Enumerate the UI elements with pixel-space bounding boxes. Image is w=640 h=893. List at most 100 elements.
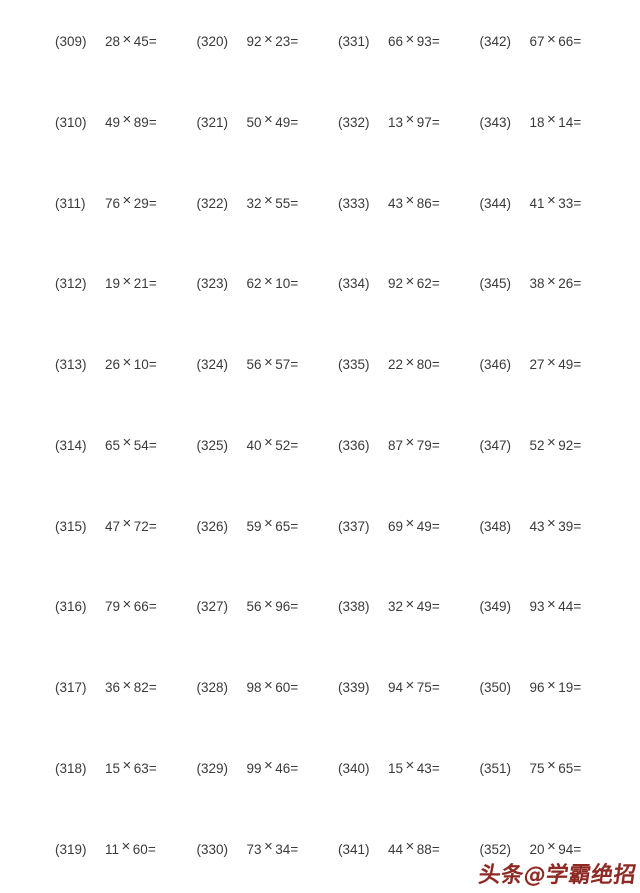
operand-b: 80 bbox=[416, 357, 432, 372]
operand-b: 66 bbox=[133, 599, 149, 615]
operand-b: 75 bbox=[416, 680, 432, 695]
problem-number: (333) bbox=[338, 195, 370, 211]
problem-expression: 87 × 79= bbox=[388, 434, 440, 454]
problem-cell: (340) 15 × 43= bbox=[338, 757, 480, 841]
operand-a: 67 bbox=[529, 34, 545, 49]
multiply-sign: × bbox=[122, 434, 132, 452]
operand-b: 34 bbox=[275, 841, 291, 857]
problem-cell: (325) 40 × 52= bbox=[196, 434, 339, 518]
problem-number: (311) bbox=[55, 195, 86, 211]
problem-number: (341) bbox=[338, 841, 370, 857]
problem-expression: 76 × 29= bbox=[105, 192, 157, 212]
operand-a: 22 bbox=[388, 357, 404, 372]
operand-a: 99 bbox=[246, 760, 262, 776]
operand-a: 62 bbox=[246, 276, 262, 292]
problem-number: (325) bbox=[196, 437, 229, 453]
operand-b: 43 bbox=[416, 760, 432, 776]
problem-expression: 93 × 44= bbox=[530, 596, 582, 615]
problem-number: (343) bbox=[479, 114, 512, 130]
multiply-sign: × bbox=[547, 434, 556, 452]
problem-cell: (352) 20 × 94= bbox=[480, 838, 622, 893]
problem-number: (326) bbox=[196, 518, 229, 534]
problem-number: (322) bbox=[196, 195, 229, 211]
multiply-sign: × bbox=[122, 111, 132, 129]
problem-number: (334) bbox=[338, 276, 370, 292]
operand-a: 27 bbox=[529, 357, 545, 372]
operand-a: 38 bbox=[529, 276, 545, 292]
operand-a: 19 bbox=[105, 276, 121, 292]
problem-expression: 52 × 92= bbox=[530, 434, 582, 454]
equals-sign: = bbox=[290, 599, 299, 615]
problem-number: (345) bbox=[479, 276, 512, 292]
problem-cell: (330) 73 × 34= bbox=[197, 838, 339, 893]
operand-b: 96 bbox=[275, 599, 291, 615]
equals-sign: = bbox=[431, 437, 440, 453]
multiply-sign: × bbox=[122, 192, 132, 209]
equals-sign: = bbox=[147, 841, 156, 857]
operand-b: 89 bbox=[133, 114, 149, 130]
problems-grid: (309) 28 × 45= (310) 49 × 89= (311) 76 × 29= (312) 19… bbox=[55, 30, 622, 893]
operand-b: 52 bbox=[275, 437, 291, 453]
problem-cell: (343) 18 × 14= bbox=[479, 111, 622, 195]
problem-cell: (311) 76 × 29= bbox=[55, 192, 197, 276]
equals-sign: = bbox=[290, 34, 299, 49]
operand-b: 57 bbox=[275, 357, 291, 372]
operand-a: 32 bbox=[246, 195, 262, 211]
problem-expression: 47 × 72= bbox=[105, 515, 157, 535]
operand-b: 88 bbox=[416, 841, 432, 857]
equals-sign: = bbox=[290, 437, 299, 453]
problem-cell: (337) 69 × 49= bbox=[338, 515, 480, 599]
problem-number: (339) bbox=[338, 680, 370, 695]
problem-number: (321) bbox=[196, 114, 229, 130]
equals-sign: = bbox=[431, 357, 440, 372]
problem-cell: (312) 19 × 21= bbox=[55, 273, 197, 356]
operand-a: 28 bbox=[105, 34, 121, 49]
multiply-sign: × bbox=[405, 30, 415, 48]
problem-cell: (322) 32 × 55= bbox=[196, 192, 339, 276]
multiply-sign: × bbox=[547, 757, 556, 775]
problem-expression: 59 × 65= bbox=[247, 515, 299, 535]
problem-number: (324) bbox=[196, 357, 229, 372]
problem-expression: 98 × 60= bbox=[247, 676, 299, 696]
multiply-sign: × bbox=[405, 515, 415, 532]
problem-number: (346) bbox=[479, 357, 512, 372]
operand-b: 44 bbox=[558, 599, 574, 615]
multiply-sign: × bbox=[264, 676, 273, 694]
multiply-sign: × bbox=[264, 515, 273, 532]
multiply-sign: × bbox=[547, 515, 556, 532]
operand-b: 10 bbox=[275, 276, 291, 292]
problem-number: (344) bbox=[479, 195, 512, 211]
problem-cell: (349) 93 × 44= bbox=[480, 596, 622, 679]
problem-expression: 43 × 39= bbox=[530, 515, 582, 535]
problem-expression: 96 × 19= bbox=[530, 677, 582, 696]
problem-cell: (344) 41 × 33= bbox=[479, 192, 622, 276]
operand-b: 94 bbox=[558, 841, 574, 857]
operand-b: 19 bbox=[558, 680, 574, 695]
operand-a: 65 bbox=[105, 437, 121, 453]
operand-b: 21 bbox=[133, 276, 149, 292]
operand-a: 50 bbox=[246, 114, 262, 130]
problem-expression: 26 × 10= bbox=[105, 354, 157, 373]
problem-expression: 44 × 88= bbox=[388, 838, 440, 858]
multiply-sign: × bbox=[405, 272, 415, 290]
problem-number: (313) bbox=[55, 357, 87, 372]
operand-a: 87 bbox=[388, 437, 404, 453]
problem-number: (338) bbox=[338, 599, 370, 615]
problem-number: (317) bbox=[55, 680, 87, 695]
operand-a: 79 bbox=[105, 599, 121, 615]
operand-b: 49 bbox=[275, 114, 291, 130]
problem-cell: (331) 66 × 93= bbox=[338, 30, 480, 114]
problem-expression: 22 × 80= bbox=[388, 354, 440, 373]
equals-sign: = bbox=[290, 760, 299, 776]
operand-b: 49 bbox=[416, 599, 432, 615]
problem-expression: 92 × 62= bbox=[388, 272, 440, 292]
problem-number: (340) bbox=[338, 760, 370, 776]
problem-expression: 13 × 97= bbox=[388, 111, 440, 131]
operand-a: 13 bbox=[388, 114, 404, 130]
operand-a: 56 bbox=[246, 357, 262, 372]
operand-a: 15 bbox=[105, 760, 121, 776]
problem-cell: (315) 47 × 72= bbox=[55, 515, 197, 599]
operand-a: 26 bbox=[105, 357, 121, 372]
problem-cell: (310) 49 × 89= bbox=[55, 111, 197, 195]
